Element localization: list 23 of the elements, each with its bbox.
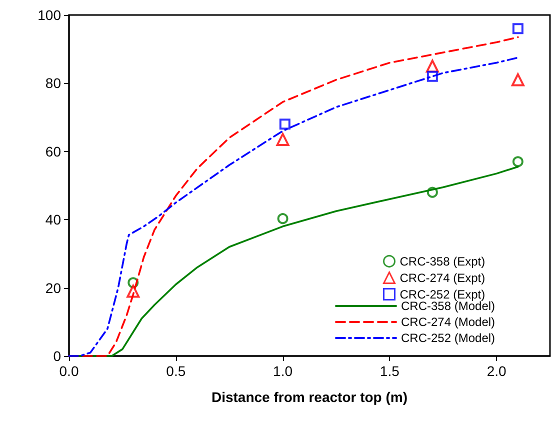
point (276, 132, 290, 146)
x-tick-label: 0.0 (59, 363, 79, 379)
x-axis-title: Distance from reactor top (m) (211, 389, 408, 405)
x-tick-label: 2.0 (486, 363, 506, 379)
point (511, 73, 524, 86)
point (277, 213, 288, 224)
y-tick-label: 40 (45, 212, 62, 228)
y-tick-label: 60 (45, 143, 62, 160)
legend-label: CRC-358 (Expt) (400, 254, 486, 268)
y-tick-label: 80 (45, 75, 62, 92)
legend-label: CRC-274 (Expt) (400, 270, 486, 285)
point (512, 156, 524, 168)
point (512, 23, 524, 34)
y-tick-label: 100 (38, 7, 62, 23)
legend-label: CRC-252 (Expt) (400, 287, 486, 302)
y-tick-label: 20 (45, 280, 62, 296)
x-tick-label: 0.5 (166, 363, 186, 379)
x-tick-label: 1.0 (273, 363, 293, 379)
legend-label: CRC-274 (Model) (401, 315, 496, 329)
x-tick-label: 1.5 (380, 363, 400, 379)
legend-label: CRC-252 (Model) (401, 331, 496, 345)
y-tick-label: 0 (53, 348, 62, 364)
point (279, 118, 290, 130)
